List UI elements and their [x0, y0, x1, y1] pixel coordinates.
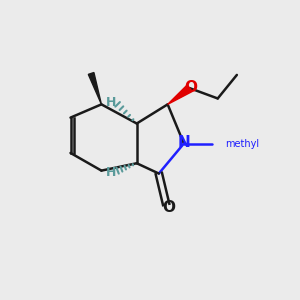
Polygon shape — [168, 85, 192, 104]
Text: H: H — [106, 96, 116, 110]
Text: methyl: methyl — [225, 139, 259, 148]
Text: O: O — [184, 80, 197, 95]
Polygon shape — [88, 73, 101, 104]
Text: O: O — [163, 200, 176, 215]
Text: N: N — [178, 135, 190, 150]
Text: H: H — [106, 166, 116, 178]
